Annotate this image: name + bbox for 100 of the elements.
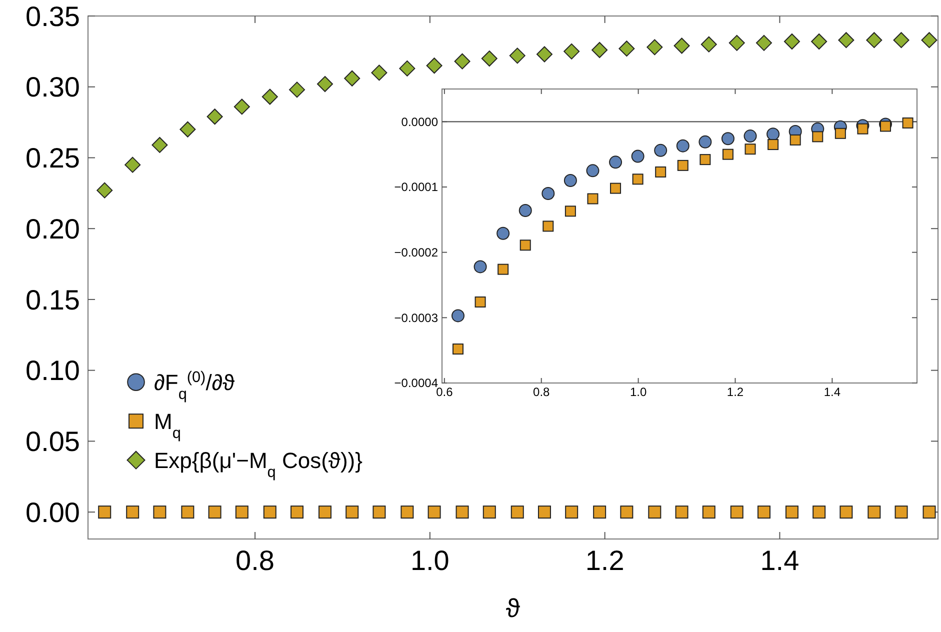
point <box>593 506 606 519</box>
point <box>208 506 222 519</box>
point <box>344 70 360 86</box>
point <box>153 506 166 519</box>
y-tick-label: −0.0003 <box>394 310 438 325</box>
point <box>866 32 882 48</box>
point <box>542 187 555 200</box>
point <box>235 506 248 519</box>
point <box>234 98 250 115</box>
legend-label: M$_{q}$ <box>154 408 181 442</box>
point <box>428 506 441 519</box>
point <box>509 48 526 64</box>
point <box>812 506 826 519</box>
y-tick-label: 0.25 <box>26 142 80 174</box>
point <box>263 506 276 519</box>
point <box>474 260 487 274</box>
point <box>456 506 469 519</box>
point <box>698 135 712 148</box>
point <box>655 166 666 178</box>
point <box>426 58 442 74</box>
point <box>96 182 113 198</box>
point <box>496 226 510 240</box>
point <box>790 134 801 146</box>
point <box>371 64 388 81</box>
point <box>481 50 498 67</box>
point <box>520 240 531 251</box>
point <box>180 121 196 138</box>
x-tick-label: 1.0 <box>410 544 450 576</box>
point <box>893 32 910 48</box>
point <box>700 36 717 52</box>
y-tick-label: 0.15 <box>26 284 80 316</box>
point <box>785 506 798 519</box>
point <box>784 34 800 50</box>
point <box>536 46 552 62</box>
point <box>518 204 532 218</box>
point <box>482 506 496 519</box>
point <box>722 148 734 160</box>
point <box>542 220 554 232</box>
point <box>372 506 386 519</box>
point <box>766 128 780 141</box>
legend-label: Exp{β(μ'−M$_{q}$ Cos(ϑ))} <box>154 448 362 480</box>
point <box>922 506 936 519</box>
x-tick-label: 1.4 <box>824 385 841 400</box>
point <box>632 174 644 185</box>
point <box>316 76 333 92</box>
y-tick-label: 0.20 <box>26 213 80 244</box>
y-tick-label: 0.00 <box>26 496 80 528</box>
y-tick-label: 0.10 <box>26 355 80 386</box>
point <box>262 88 278 105</box>
x-axis-title: ϑ <box>506 593 521 623</box>
point <box>474 296 486 308</box>
point <box>564 43 580 60</box>
point <box>757 506 770 519</box>
point <box>756 34 772 51</box>
point <box>730 506 744 519</box>
point <box>564 174 577 187</box>
point <box>728 34 745 51</box>
point <box>289 82 305 98</box>
point <box>206 108 223 125</box>
point <box>564 206 576 217</box>
point <box>181 506 194 519</box>
point <box>768 139 779 150</box>
x-tick-label: 1.2 <box>585 544 624 576</box>
point <box>290 506 304 519</box>
point <box>838 32 854 48</box>
point <box>675 506 688 519</box>
legend-label: ∂F$_{q}$$^{(0)}$/∂ϑ <box>154 368 235 402</box>
point <box>744 130 757 143</box>
y-tick-label: 0.35 <box>26 0 80 32</box>
point <box>538 506 551 519</box>
point <box>152 136 168 153</box>
y-tick-label: 0.30 <box>26 72 80 103</box>
point <box>618 40 635 57</box>
point <box>812 131 824 142</box>
point <box>565 506 578 519</box>
point <box>811 34 828 50</box>
point <box>126 506 140 519</box>
point <box>510 506 524 519</box>
point <box>609 156 622 169</box>
y-tick-label: 0.0000 <box>401 114 438 129</box>
x-tick-label: 0.6 <box>436 385 454 400</box>
x-tick-label: 1.2 <box>726 385 744 400</box>
x-tick-label: 1.4 <box>760 544 800 576</box>
point <box>452 344 464 355</box>
point <box>400 506 414 519</box>
point <box>346 506 359 519</box>
point <box>834 128 846 139</box>
point <box>454 53 470 70</box>
point <box>721 132 734 146</box>
point <box>702 506 716 519</box>
y-tick-label: 0.05 <box>26 426 80 458</box>
point <box>451 309 464 322</box>
point <box>399 60 416 76</box>
point <box>674 38 690 54</box>
point <box>498 264 509 275</box>
point <box>700 154 711 166</box>
point <box>592 42 608 58</box>
x-tick-label: 1.0 <box>630 385 647 400</box>
point <box>587 193 598 204</box>
point <box>840 506 853 519</box>
